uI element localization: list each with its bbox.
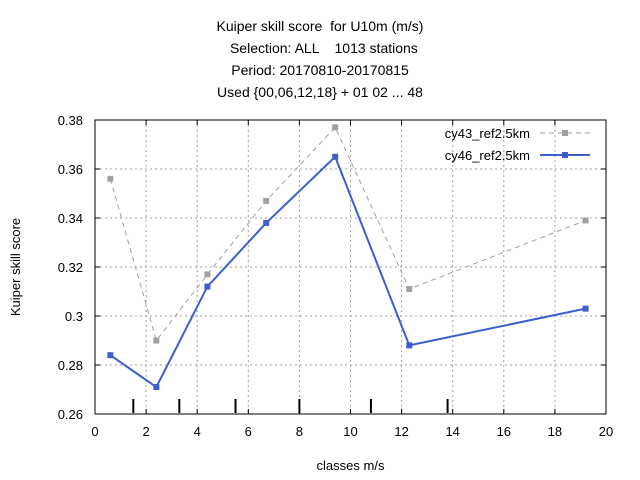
x-tick-label-6: 12 xyxy=(394,424,408,439)
y-tick-label-1: 0.28 xyxy=(58,358,83,373)
x-tick-label-2: 4 xyxy=(194,424,201,439)
chart-title-line-1: Kuiper skill score for U10m (m/s) xyxy=(216,18,424,34)
point-cy46_ref2.5km-3 xyxy=(263,219,270,226)
y-tick-label-3: 0.32 xyxy=(58,260,83,275)
y-tick-label-2: 0.3 xyxy=(65,309,83,324)
series-line-cy46_ref2.5km xyxy=(109,154,586,389)
point-cy43_ref2.5km-3 xyxy=(263,197,270,204)
point-cy46_ref2.5km-5 xyxy=(406,342,413,349)
y-axis-label: Kuiper skill score xyxy=(8,218,23,316)
y-tick-label-0: 0.26 xyxy=(58,407,83,422)
point-cy46_ref2.5km-2 xyxy=(204,283,211,290)
x-tick-label-10: 20 xyxy=(599,424,613,439)
point-cy46_ref2.5km-0 xyxy=(107,352,114,359)
chart-title-line-2: Selection: ALL 1013 stations xyxy=(222,40,418,56)
x-axis-label: classes m/s xyxy=(317,458,385,473)
legend-marker-cy43_ref2.5km xyxy=(562,130,568,136)
point-cy46_ref2.5km-6 xyxy=(582,305,589,312)
point-cy43_ref2.5km-4 xyxy=(332,124,339,131)
x-tick-label-5: 10 xyxy=(343,424,357,439)
y-tick-label-5: 0.36 xyxy=(58,162,83,177)
x-tick-label-3: 6 xyxy=(245,424,252,439)
x-tick-label-4: 8 xyxy=(296,424,303,439)
legend-label-cy43_ref2.5km: cy43_ref2.5km xyxy=(445,126,530,141)
point-cy43_ref2.5km-1 xyxy=(153,337,160,344)
point-cy43_ref2.5km-6 xyxy=(582,217,589,224)
y-tick-label-6: 0.38 xyxy=(58,113,83,128)
x-tick-label-0: 0 xyxy=(91,424,98,439)
x-tick-label-8: 16 xyxy=(497,424,511,439)
legend-marker-cy46_ref2.5km xyxy=(562,152,568,158)
point-cy46_ref2.5km-4 xyxy=(332,153,339,160)
point-cy43_ref2.5km-2 xyxy=(204,271,211,278)
x-tick-label-9: 18 xyxy=(548,424,562,439)
point-cy46_ref2.5km-1 xyxy=(153,384,160,391)
chart-title-line-3: Period: 20170810-20170815 xyxy=(231,62,409,78)
x-tick-label-1: 2 xyxy=(142,424,149,439)
chart-title-line-4: Used {00,06,12,18} + 01 02 ... 48 xyxy=(217,84,423,100)
y-tick-label-4: 0.34 xyxy=(58,211,83,226)
x-tick-label-7: 14 xyxy=(445,424,459,439)
legend-label-cy46_ref2.5km: cy46_ref2.5km xyxy=(445,148,530,163)
point-cy43_ref2.5km-0 xyxy=(107,175,114,182)
point-cy43_ref2.5km-5 xyxy=(406,286,413,293)
